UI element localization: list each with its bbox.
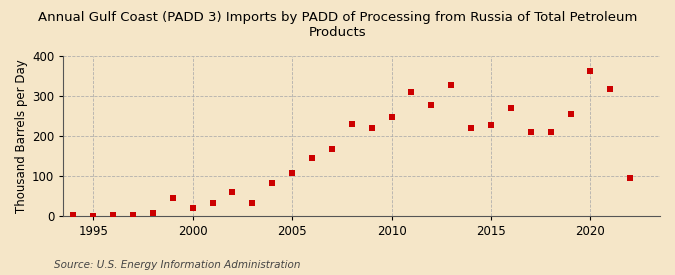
Point <box>506 106 516 110</box>
Point <box>426 102 437 107</box>
Text: Source: U.S. Energy Information Administration: Source: U.S. Energy Information Administ… <box>54 260 300 270</box>
Point <box>287 170 298 175</box>
Point <box>68 213 79 217</box>
Point <box>367 126 377 130</box>
Point <box>327 147 338 151</box>
Point <box>88 213 99 218</box>
Point <box>545 130 556 134</box>
Point <box>187 206 198 210</box>
Point <box>306 156 317 160</box>
Point <box>167 196 178 200</box>
Point <box>227 190 238 194</box>
Point <box>406 90 417 94</box>
Point <box>247 200 258 205</box>
Point <box>466 126 477 130</box>
Text: Annual Gulf Coast (PADD 3) Imports by PADD of Processing from Russia of Total Pe: Annual Gulf Coast (PADD 3) Imports by PA… <box>38 11 637 39</box>
Point <box>128 213 138 217</box>
Point <box>386 114 397 119</box>
Point <box>446 83 456 87</box>
Point <box>525 130 536 134</box>
Point <box>148 211 159 215</box>
Point <box>565 112 576 116</box>
Point <box>485 122 496 127</box>
Point <box>625 176 636 180</box>
Point <box>585 69 596 73</box>
Y-axis label: Thousand Barrels per Day: Thousand Barrels per Day <box>15 59 28 213</box>
Point <box>108 213 119 217</box>
Point <box>207 200 218 205</box>
Point <box>267 181 277 185</box>
Point <box>346 122 357 126</box>
Point <box>605 86 616 91</box>
